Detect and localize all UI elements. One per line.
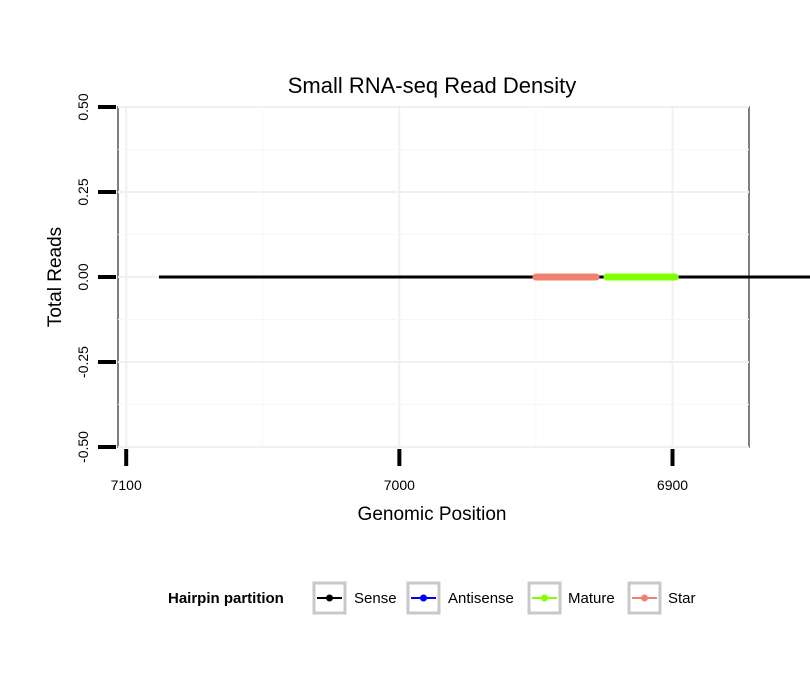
legend-key-point — [641, 594, 648, 602]
legend-key-point — [326, 594, 333, 602]
y-tick-label: 0.50 — [75, 93, 91, 120]
legend-items: Sense Antisense Mature Star — [312, 581, 696, 615]
y-tick-label: 0.25 — [75, 178, 91, 205]
legend-item-star: Star — [627, 581, 696, 615]
legend-label: Mature — [568, 590, 615, 607]
y-axis: -0.50 -0.25 0.00 0.25 0.50 — [75, 93, 116, 463]
x-axis-label: Genomic Position — [358, 504, 507, 525]
legend-key-point — [420, 594, 427, 602]
x-tick-label: 7000 — [384, 477, 415, 493]
legend-label: Sense — [354, 590, 397, 607]
y-tick-label: -0.50 — [75, 431, 91, 463]
legend: Hairpin partition Sense Antisense Mature St… — [168, 581, 696, 615]
legend-title: Hairpin partition — [168, 590, 284, 607]
legend-item-antisense: Antisense — [406, 581, 514, 615]
x-tick-label: 6900 — [657, 477, 688, 493]
y-tick-label: 0.00 — [75, 263, 91, 290]
y-tick-label: -0.25 — [75, 346, 91, 378]
legend-item-mature: Mature — [527, 581, 615, 615]
legend-item-sense: Sense — [312, 581, 397, 615]
x-tick-label: 7100 — [111, 477, 142, 493]
legend-label: Antisense — [448, 590, 514, 607]
legend-label: Star — [668, 590, 696, 607]
legend-key — [527, 581, 562, 615]
y-axis-label: Total Reads — [45, 227, 66, 327]
chart-title: Small RNA-seq Read Density — [288, 73, 577, 98]
legend-key-point — [541, 594, 548, 602]
x-axis: 7100 7000 6900 — [111, 449, 688, 493]
y-minor-gridlines — [118, 149, 749, 405]
